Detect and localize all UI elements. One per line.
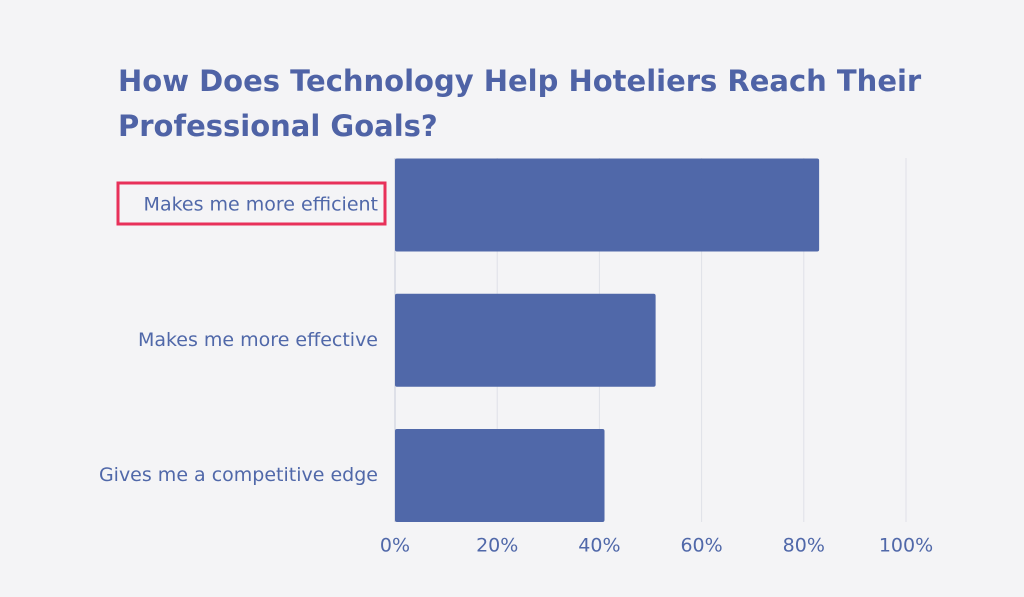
highlight-box [116,181,387,226]
x-tick-label: 20% [476,535,518,557]
y-tick-label: Gives me a competitive edge [99,464,378,486]
x-tick-label: 0% [380,535,410,557]
bar [395,429,605,522]
bar [395,293,656,387]
x-tick-label: 60% [680,535,722,557]
chart-title: Professional Goals? [118,109,438,143]
chart-title: How Does Technology Help Hoteliers Reach… [118,64,922,98]
y-tick-label: Makes me more efficient [144,194,378,216]
x-tick-label: 80% [783,535,825,557]
x-tick-label: 40% [578,535,620,557]
y-tick-label: Makes me more effective [138,329,378,351]
bar [395,158,820,252]
x-tick-label: 100% [879,535,933,557]
